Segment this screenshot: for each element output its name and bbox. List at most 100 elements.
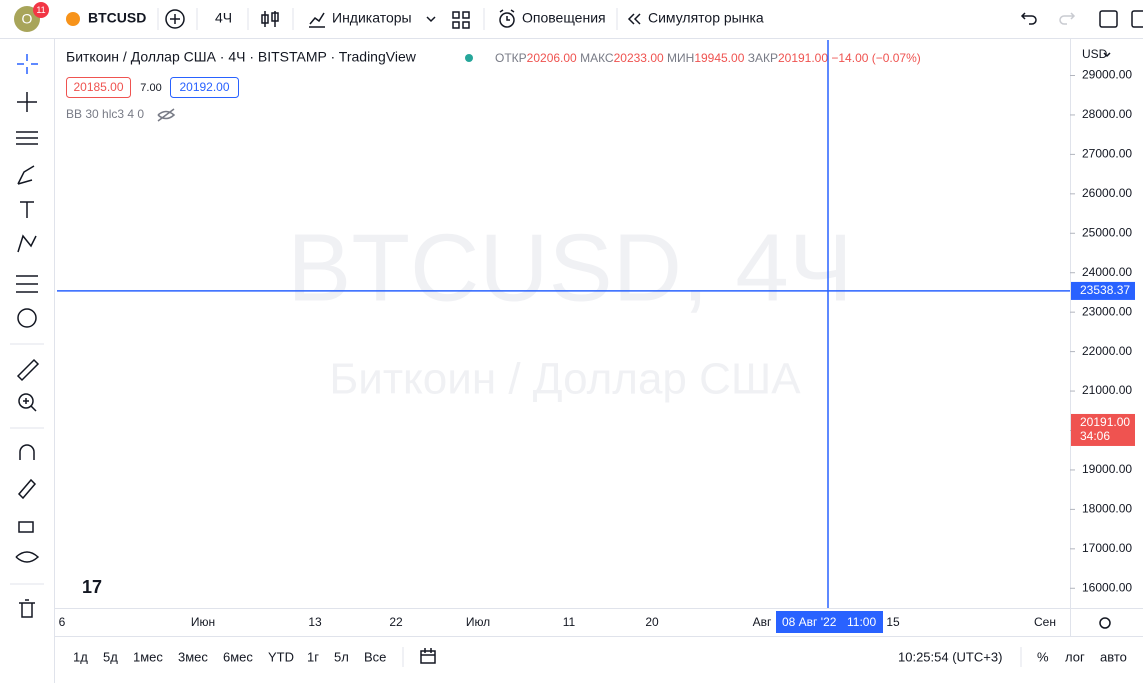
magnet-tool[interactable] xyxy=(19,444,35,460)
open-value: 20206.00 xyxy=(527,51,577,65)
auto-button[interactable]: авто xyxy=(1100,649,1127,664)
lock-drawings-tool[interactable] xyxy=(17,478,37,500)
legend-title: Биткоин / Доллар США · 4Ч · BITSTAMP · T… xyxy=(66,49,417,65)
bitcoin-icon xyxy=(66,12,80,26)
last-price-label: 20191.00 xyxy=(1080,415,1130,429)
chart-type-button[interactable] xyxy=(261,11,279,27)
range-button[interactable]: 5д xyxy=(103,649,118,664)
y-tick-label: 21000.00 xyxy=(1082,383,1132,397)
zoom-icon xyxy=(23,398,37,412)
y-tick-label: 17000.00 xyxy=(1082,541,1132,555)
x-tick-label: 20 xyxy=(645,615,659,629)
y-tick-label: 19000.00 xyxy=(1082,462,1132,476)
top-bar: O 11 BTCUSD 4Ч Индикаторы Оповещения Сим… xyxy=(0,2,1143,39)
goto-date-button[interactable] xyxy=(420,648,436,664)
badge-count: 11 xyxy=(36,5,45,15)
brush-tool[interactable] xyxy=(17,165,35,185)
currency-chevron[interactable] xyxy=(1103,52,1111,58)
high-label: МАКС xyxy=(580,51,614,65)
interval[interactable]: 4Ч xyxy=(215,10,232,26)
y-tick-label: 23000.00 xyxy=(1082,304,1132,318)
percent-button[interactable]: % xyxy=(1037,649,1049,664)
currency[interactable]: USD xyxy=(1082,47,1108,61)
snapshot-button[interactable] xyxy=(1131,10,1143,28)
alert-icon-hands xyxy=(499,9,515,21)
clock[interactable]: 10:25:54 (UTC+3) xyxy=(898,649,1002,664)
y-tick-label: 29000.00 xyxy=(1082,68,1132,82)
alerts-button[interactable]: Оповещения xyxy=(522,10,606,26)
close-label: ЗАКР xyxy=(748,51,778,65)
replay-icon xyxy=(627,13,641,25)
x-tick-label: 13 xyxy=(308,615,322,629)
y-tick-label: 22000.00 xyxy=(1082,344,1132,358)
crosshair-tool[interactable] xyxy=(17,92,37,112)
y-tick-label: 18000.00 xyxy=(1082,502,1132,516)
prediction-tool[interactable] xyxy=(16,275,38,293)
ruler-tool[interactable] xyxy=(16,358,40,382)
avatar-letter: O xyxy=(22,11,33,27)
close-value: 20191.00 xyxy=(778,51,828,65)
legend-background xyxy=(60,46,470,70)
y-tick-label: 26000.00 xyxy=(1082,186,1132,200)
x-tick-label: Июн xyxy=(191,615,215,629)
ask-price: 20192.00 xyxy=(179,80,229,94)
spread: 7.00 xyxy=(140,82,161,94)
x-tick-label: 6 xyxy=(59,615,66,629)
symbol[interactable]: BTCUSD xyxy=(88,10,146,26)
crosshair-date: 08 Авг '22 xyxy=(782,615,837,629)
bar-countdown: 34:06 xyxy=(1080,429,1110,443)
range-button[interactable]: YTD xyxy=(268,649,294,664)
x-tick-label: Авг xyxy=(753,615,772,629)
crosshair-price-label: 23538.37 xyxy=(1080,283,1130,297)
open-label: ОТКР xyxy=(495,51,527,65)
zoom-tool[interactable] xyxy=(18,393,34,409)
layouts-button[interactable] xyxy=(452,11,470,29)
undo-button[interactable] xyxy=(1020,12,1037,25)
notification-badge xyxy=(33,2,49,18)
range-button[interactable]: 1г xyxy=(307,649,319,664)
x-tick-label: Июл xyxy=(466,615,490,629)
tv-logo[interactable]: 17 xyxy=(82,577,102,597)
range-button[interactable]: 1мес xyxy=(133,649,163,664)
indicator-legend[interactable]: BB 30 hlc3 4 0 xyxy=(66,107,144,121)
lock-tool[interactable] xyxy=(18,521,34,533)
chevron[interactable] xyxy=(426,16,436,23)
indicators-icon xyxy=(309,12,325,28)
buy-button[interactable] xyxy=(170,77,239,98)
range-button[interactable]: Все xyxy=(364,649,386,664)
range-button[interactable]: 3мес xyxy=(178,649,208,664)
pattern-tool[interactable] xyxy=(17,234,37,253)
low-value: 19945.00 xyxy=(694,51,744,65)
range-button[interactable]: 6мес xyxy=(223,649,253,664)
emoji-tool[interactable] xyxy=(17,308,37,328)
change-value: −14.00 (−0.07%) xyxy=(831,51,920,65)
redo-button[interactable] xyxy=(1059,12,1076,25)
chart-pane[interactable]: BTCUSD, 4Ч Биткоин / Доллар США xyxy=(287,214,852,403)
lines-tool[interactable] xyxy=(16,131,38,145)
legend: Биткоин / Доллар США · 4Ч · BITSTAMP · T… xyxy=(60,46,921,122)
crosshair-time: 11:00 xyxy=(847,615,876,629)
range-button[interactable]: 1д xyxy=(73,649,88,664)
y-tick-label: 16000.00 xyxy=(1082,580,1132,594)
indicators-button[interactable]: Индикаторы xyxy=(332,10,412,26)
market-open-dot xyxy=(465,54,473,62)
crosshair-time-badge xyxy=(776,611,883,633)
fullscreen-button[interactable] xyxy=(1099,10,1118,28)
hidden-icon[interactable] xyxy=(157,108,176,122)
range-button[interactable]: 5л xyxy=(334,649,349,664)
plus-icon xyxy=(170,14,180,24)
visibility-tool[interactable] xyxy=(15,551,40,563)
last-price-badge xyxy=(1071,413,1135,446)
y-tick-label: 27000.00 xyxy=(1082,147,1132,161)
text-tool[interactable] xyxy=(20,201,34,218)
settings-button[interactable] xyxy=(1099,617,1111,629)
cursor-tool[interactable] xyxy=(17,54,38,74)
delete-tool[interactable] xyxy=(19,599,35,618)
y-tick-label: 25000.00 xyxy=(1082,225,1132,239)
x-tick-label: 15 xyxy=(886,615,900,629)
compare-button[interactable] xyxy=(165,9,185,29)
sell-button[interactable] xyxy=(66,77,131,98)
log-button[interactable]: лог xyxy=(1065,649,1085,664)
replay-button[interactable]: Симулятор рынка xyxy=(648,10,764,26)
